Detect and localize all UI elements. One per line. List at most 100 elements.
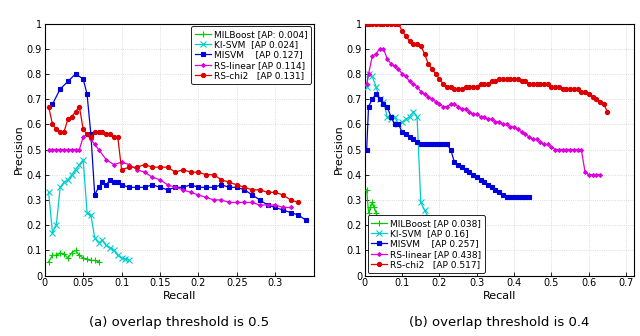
MISVM    [AP 0.127] — [148, 183, 156, 187]
MISVM    [AP 0.127] — [187, 183, 195, 187]
MISVM    [AP 0.257] — [391, 122, 399, 126]
RS-linear [AP 0.114] — [279, 206, 287, 210]
RS-chi2   [AP 0.131] — [172, 170, 179, 174]
MISVM    [AP 0.257] — [503, 196, 511, 200]
Line: RS-linear [AP 0.438]: RS-linear [AP 0.438] — [365, 47, 602, 176]
KI-SVM  [AP 0.16] — [380, 100, 387, 104]
MISVM    [AP 0.257] — [473, 175, 481, 179]
RS-chi2   [AP 0.131] — [76, 105, 83, 109]
MILBoost [AP 0.038] — [363, 188, 371, 192]
Line: RS-chi2   [AP 0.517]: RS-chi2 [AP 0.517] — [365, 22, 609, 114]
MISVM    [AP 0.127] — [87, 132, 95, 136]
RS-chi2   [AP 0.131] — [279, 193, 287, 197]
RS-linear [AP 0.438] — [462, 107, 470, 111]
KI-SVM  [AP 0.16] — [365, 72, 372, 76]
RS-chi2   [AP 0.131] — [114, 135, 122, 139]
RS-linear [AP 0.114] — [264, 203, 271, 207]
MISVM    [AP 0.257] — [369, 97, 376, 101]
MISVM    [AP 0.257] — [492, 188, 499, 192]
RS-linear [AP 0.114] — [118, 160, 125, 164]
MILBoost [AP 0.038] — [374, 218, 381, 222]
MISVM    [AP 0.127] — [164, 188, 172, 192]
RS-chi2   [AP 0.517] — [398, 29, 406, 33]
KI-SVM  [AP 0.16] — [436, 232, 444, 236]
MISVM    [AP 0.257] — [439, 142, 447, 146]
RS-chi2   [AP 0.517] — [604, 110, 611, 114]
Line: MISVM    [AP 0.257]: MISVM [AP 0.257] — [365, 92, 531, 200]
Line: RS-chi2   [AP 0.131]: RS-chi2 [AP 0.131] — [47, 104, 300, 205]
RS-linear [AP 0.114] — [287, 206, 294, 210]
KI-SVM  [AP 0.024] — [125, 258, 133, 262]
Legend: MILBoost [AP: 0.004], KI-SVM  [AP 0.024], MISVM    [AP 0.127], RS-linear [AP 0.1: MILBoost [AP: 0.004], KI-SVM [AP 0.024],… — [191, 26, 311, 84]
RS-chi2   [AP 0.131] — [248, 188, 256, 192]
RS-chi2   [AP 0.131] — [294, 200, 302, 204]
RS-chi2   [AP 0.131] — [99, 130, 106, 134]
MISVM    [AP 0.127] — [79, 77, 87, 81]
RS-chi2   [AP 0.131] — [202, 173, 210, 177]
RS-linear [AP 0.114] — [148, 175, 156, 179]
KI-SVM  [AP 0.024] — [110, 248, 118, 252]
RS-linear [AP 0.114] — [60, 148, 68, 152]
MISVM    [AP 0.127] — [233, 185, 241, 190]
MISVM    [AP 0.257] — [363, 148, 371, 152]
MILBoost [AP 0.038] — [376, 221, 383, 225]
MILBoost [AP: 0.004]: (0.045, 0.08): 0.004]: (0.045, 0.08) — [76, 253, 83, 257]
Line: MISVM    [AP 0.127]: MISVM [AP 0.127] — [51, 72, 308, 222]
MISVM    [AP 0.127] — [271, 206, 279, 210]
KI-SVM  [AP 0.16] — [406, 115, 413, 119]
MILBoost [AP 0.038] — [394, 228, 403, 232]
MISVM    [AP 0.257] — [454, 163, 462, 167]
MISVM    [AP 0.127] — [225, 185, 233, 190]
RS-chi2   [AP 0.517] — [420, 52, 428, 56]
MILBoost [AP: 0.004]: (0.015, 0.08): 0.004]: (0.015, 0.08) — [52, 253, 60, 257]
RS-linear [AP 0.114] — [202, 196, 210, 200]
KI-SVM  [AP 0.16] — [394, 122, 403, 126]
RS-chi2   [AP 0.131] — [52, 127, 60, 131]
MISVM    [AP 0.257] — [488, 185, 495, 190]
MISVM    [AP 0.257] — [469, 173, 477, 177]
KI-SVM  [AP 0.16] — [402, 117, 410, 121]
RS-chi2   [AP 0.131] — [102, 132, 110, 136]
MISVM    [AP 0.257] — [507, 196, 515, 200]
RS-linear [AP 0.114] — [164, 183, 172, 187]
KI-SVM  [AP 0.16] — [413, 115, 421, 119]
RS-linear [AP 0.114] — [45, 148, 52, 152]
MILBoost [AP: 0.004]: (0.005, 0.055): 0.004]: (0.005, 0.055) — [45, 260, 52, 264]
RS-chi2   [AP 0.131] — [148, 165, 156, 169]
MISVM    [AP 0.257] — [383, 105, 391, 109]
RS-chi2   [AP 0.131] — [287, 198, 294, 202]
MILBoost [AP 0.038] — [383, 228, 391, 232]
MISVM    [AP 0.127] — [195, 185, 202, 190]
KI-SVM  [AP 0.024] — [68, 173, 76, 177]
KI-SVM  [AP 0.024] — [79, 158, 87, 162]
RS-linear [AP 0.114] — [271, 203, 279, 207]
RS-chi2   [AP 0.131] — [79, 127, 87, 131]
MISVM    [AP 0.257] — [447, 148, 454, 152]
X-axis label: Recall: Recall — [483, 291, 516, 301]
RS-chi2   [AP 0.131] — [110, 135, 118, 139]
RS-linear [AP 0.114] — [233, 200, 241, 204]
KI-SVM  [AP 0.16] — [372, 85, 380, 89]
RS-linear [AP 0.438] — [376, 47, 383, 51]
RS-linear [AP 0.438] — [394, 67, 403, 71]
MISVM    [AP 0.127] — [279, 208, 287, 212]
MISVM    [AP 0.257] — [499, 193, 507, 197]
MISVM    [AP 0.127] — [202, 185, 210, 190]
RS-chi2   [AP 0.131] — [56, 130, 64, 134]
MILBoost [AP: 0.004]: (0.055, 0.065): 0.004]: (0.055, 0.065) — [83, 257, 91, 261]
RS-linear [AP 0.114] — [179, 188, 187, 192]
MISVM    [AP 0.127] — [99, 180, 106, 184]
RS-chi2   [AP 0.131] — [87, 135, 95, 139]
RS-linear [AP 0.114] — [76, 148, 83, 152]
MILBoost [AP 0.038] — [378, 223, 385, 227]
MILBoost [AP 0.038] — [372, 210, 380, 215]
MISVM    [AP 0.127] — [95, 185, 102, 190]
KI-SVM  [AP 0.024] — [72, 168, 79, 172]
KI-SVM  [AP 0.16] — [410, 110, 417, 114]
MISVM    [AP 0.257] — [413, 140, 421, 144]
MISVM    [AP 0.257] — [420, 142, 428, 146]
RS-chi2   [AP 0.517] — [465, 85, 473, 89]
KI-SVM  [AP 0.024] — [49, 231, 56, 235]
MILBoost [AP 0.038] — [387, 227, 395, 231]
MISVM    [AP 0.257] — [376, 97, 383, 101]
